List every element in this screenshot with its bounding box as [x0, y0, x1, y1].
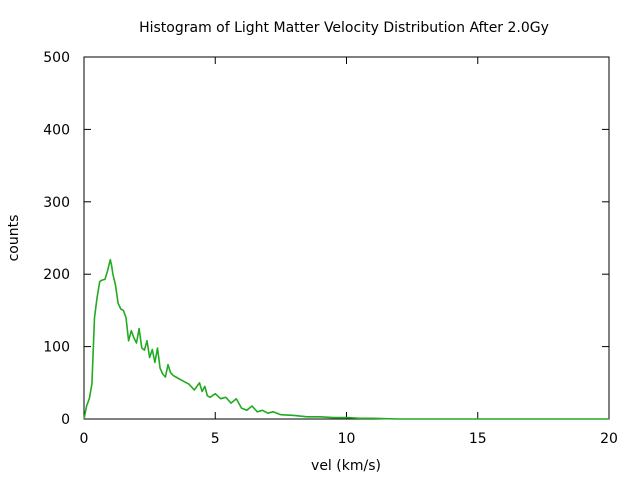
tick-marks: [83, 56, 610, 420]
y-axis-label: counts: [6, 215, 22, 262]
chart-title: Histogram of Light Matter Velocity Distr…: [139, 20, 549, 36]
y-tick-label: 400: [43, 122, 70, 138]
y-tick-label: 100: [43, 340, 70, 356]
series-group: [83, 258, 609, 420]
x-tick-label: 15: [469, 431, 487, 447]
y-tick-label: 200: [43, 267, 70, 283]
x-axis-label: vel (km/s): [311, 458, 381, 474]
x-tick-label: 5: [211, 431, 220, 447]
x-tick-label: 0: [80, 431, 89, 447]
y-tick-label: 300: [43, 195, 70, 211]
y-tick-label: 500: [43, 50, 70, 66]
plot-frame: [83, 56, 610, 420]
x-tick-label: 20: [600, 431, 618, 447]
x-tick-label: 10: [338, 431, 356, 447]
y-tick-label: 0: [61, 412, 70, 428]
series-line: [83, 258, 609, 420]
